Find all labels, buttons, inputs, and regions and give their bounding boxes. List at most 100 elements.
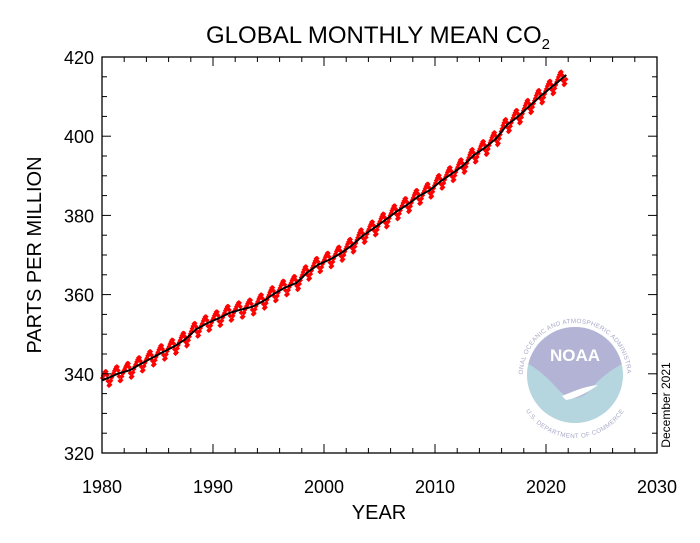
y-tick-label: 360 xyxy=(64,286,94,306)
data-point xyxy=(205,323,211,329)
logo-sky xyxy=(527,327,623,399)
data-point xyxy=(257,294,263,300)
data-point xyxy=(108,378,114,384)
data-point xyxy=(236,300,242,306)
data-point xyxy=(389,207,395,214)
data-point xyxy=(100,372,106,379)
data-point xyxy=(334,246,341,252)
data-point xyxy=(226,307,232,313)
data-point xyxy=(418,196,425,202)
data-point xyxy=(262,304,268,310)
x-tick-label: 2030 xyxy=(637,477,677,497)
x-tick-label: 1990 xyxy=(193,477,233,497)
data-point xyxy=(525,97,531,103)
data-point xyxy=(170,337,176,343)
data-point xyxy=(468,149,474,155)
data-point xyxy=(284,291,291,297)
data-point xyxy=(274,293,280,299)
data-point xyxy=(517,119,524,125)
data-point xyxy=(325,250,331,256)
data-point xyxy=(125,360,131,367)
trend-line xyxy=(101,74,567,382)
data-point xyxy=(381,211,387,217)
data-point xyxy=(133,361,139,368)
monthly-points xyxy=(99,69,569,389)
noaa-logo: NOAA NATIONAL OCEANIC AND ATMOSPHERIC AD… xyxy=(0,0,632,440)
y-axis-label: PARTS PER MILLION xyxy=(24,156,46,353)
data-point xyxy=(512,110,518,116)
chart-title: GLOBAL MONTHLY MEAN CO2 xyxy=(206,22,550,53)
data-point xyxy=(115,367,121,374)
data-point xyxy=(181,330,187,336)
data-point xyxy=(260,301,267,307)
data-point xyxy=(194,329,200,335)
data-point xyxy=(488,137,494,143)
data-point xyxy=(333,248,340,255)
data-point xyxy=(537,90,543,97)
data-point xyxy=(523,100,529,106)
data-point xyxy=(290,275,296,282)
data-point xyxy=(533,92,539,99)
data-point xyxy=(173,349,180,356)
data-point xyxy=(307,271,314,277)
data-point xyxy=(451,177,457,183)
data-point xyxy=(341,252,347,258)
data-point xyxy=(292,273,298,280)
data-point xyxy=(321,256,328,263)
data-point xyxy=(326,254,332,260)
data-point xyxy=(492,133,499,139)
data-point xyxy=(403,195,409,202)
data-point xyxy=(373,231,379,237)
data-point xyxy=(501,120,507,126)
data-point xyxy=(529,104,536,110)
data-point xyxy=(556,72,563,78)
x-tick-label: 2000 xyxy=(304,477,344,497)
data-point xyxy=(204,317,210,323)
data-point xyxy=(455,164,461,170)
data-point xyxy=(515,110,521,117)
data-point xyxy=(304,267,310,273)
data-point xyxy=(500,122,506,129)
data-point xyxy=(255,298,261,305)
data-point xyxy=(543,86,550,92)
logo-bird-icon xyxy=(562,385,598,400)
data-point xyxy=(459,160,465,166)
data-point xyxy=(370,222,377,228)
data-point xyxy=(238,310,244,316)
data-point xyxy=(551,90,557,96)
data-point xyxy=(185,337,192,343)
data-point xyxy=(196,328,203,334)
data-point xyxy=(547,78,553,84)
data-point xyxy=(130,369,136,375)
data-point xyxy=(381,214,388,220)
data-point xyxy=(407,203,414,209)
data-point xyxy=(329,263,335,269)
data-point xyxy=(233,303,240,310)
data-point xyxy=(463,164,469,170)
data-point xyxy=(167,341,173,347)
data-point xyxy=(175,342,181,348)
data-point xyxy=(163,351,169,357)
data-point xyxy=(351,248,357,254)
data-point xyxy=(399,202,405,209)
data-point xyxy=(145,353,151,359)
data-point xyxy=(148,352,155,358)
data-point xyxy=(426,184,432,191)
data-point xyxy=(151,361,157,367)
x-axis-label: YEAR xyxy=(352,502,406,524)
data-point xyxy=(404,199,410,205)
data-point xyxy=(114,364,120,370)
data-point xyxy=(363,234,369,240)
data-point xyxy=(390,205,396,211)
data-point xyxy=(349,245,355,251)
y-tick-label: 400 xyxy=(64,127,94,147)
data-point xyxy=(211,313,217,319)
data-point xyxy=(484,150,490,156)
data-point xyxy=(474,154,480,160)
data-point xyxy=(320,261,326,267)
data-point xyxy=(311,260,317,266)
data-point xyxy=(562,81,568,87)
logo-ring-top: NATIONAL OCEANIC AND ATMOSPHERIC ADMINIS… xyxy=(0,0,632,375)
data-point xyxy=(462,168,468,174)
data-point xyxy=(408,200,415,206)
